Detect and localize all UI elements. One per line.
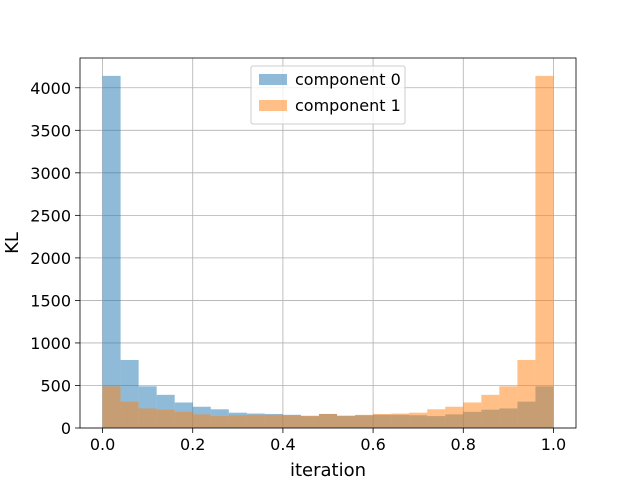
bar-series-1-bin-3 — [156, 409, 175, 428]
bar-series-1-bin-14 — [355, 414, 374, 428]
y-tick-label: 0 — [61, 419, 71, 438]
histogram-bars — [102, 75, 554, 429]
bar-series-1-bin-12 — [318, 413, 338, 428]
bar-series-1-bin-8 — [246, 414, 265, 428]
y-tick-label: 1000 — [30, 334, 71, 353]
bar-series-1-bin-9 — [264, 414, 283, 428]
y-tick-label: 500 — [40, 376, 71, 395]
x-tick-label: 0.4 — [270, 435, 295, 454]
y-tick-label: 2500 — [30, 206, 71, 225]
x-tick-label: 0.0 — [90, 435, 115, 454]
bar-series-1-bin-22 — [499, 386, 518, 428]
bar-series-1-bin-17 — [409, 412, 428, 428]
bar-series-1-bin-16 — [391, 413, 410, 428]
bar-series-1-bin-10 — [282, 415, 301, 428]
y-axis-label: KL — [2, 232, 23, 254]
bar-series-1-bin-18 — [427, 409, 446, 428]
legend: component 0 component 1 — [250, 65, 406, 125]
y-tick-label: 1500 — [30, 291, 71, 310]
x-tick-label: 0.6 — [360, 435, 385, 454]
legend-label: component 0 — [295, 70, 401, 89]
y-tick-label: 3500 — [30, 121, 71, 140]
x-axis-label: iteration — [290, 460, 366, 480]
plot-area-frame — [79, 57, 577, 429]
bar-series-1-bin-11 — [300, 415, 319, 428]
x-tick-label: 1.0 — [541, 435, 566, 454]
legend-label: component 1 — [295, 96, 401, 115]
x-tick-label: 0.8 — [451, 435, 476, 454]
bar-series-1-bin-0 — [102, 386, 121, 428]
bar-series-1-bin-7 — [228, 415, 247, 428]
bar-series-1-bin-20 — [463, 402, 482, 428]
y-tick-label: 2000 — [30, 249, 71, 268]
bar-series-1-bin-5 — [192, 414, 211, 428]
bar-series-1-bin-19 — [445, 406, 464, 428]
bar-series-0-bin-0 — [102, 75, 121, 429]
bar-series-1-bin-13 — [337, 416, 356, 428]
bar-series-1-bin-4 — [174, 411, 193, 428]
bar-series-1-bin-23 — [517, 359, 536, 428]
x-tick-label: 0.2 — [180, 435, 205, 454]
y-tick-label: 3000 — [30, 164, 71, 183]
axis-ticks: 0.0 0.2 0.4 0.6 0.8 1.0 0 500 1000 1500 2000 2500 30… — [30, 79, 566, 454]
bar-series-1-bin-6 — [210, 416, 229, 428]
bar-series-1-bin-1 — [120, 401, 139, 428]
legend-swatch — [259, 74, 287, 85]
bar-series-1-bin-2 — [138, 408, 157, 428]
bar-series-1-bin-15 — [373, 413, 392, 428]
legend-swatch — [259, 100, 287, 111]
y-tick-label: 4000 — [30, 79, 71, 98]
bar-series-1-bin-24 — [535, 75, 554, 429]
bar-series-1-bin-21 — [481, 394, 500, 428]
legend-box — [250, 65, 406, 125]
